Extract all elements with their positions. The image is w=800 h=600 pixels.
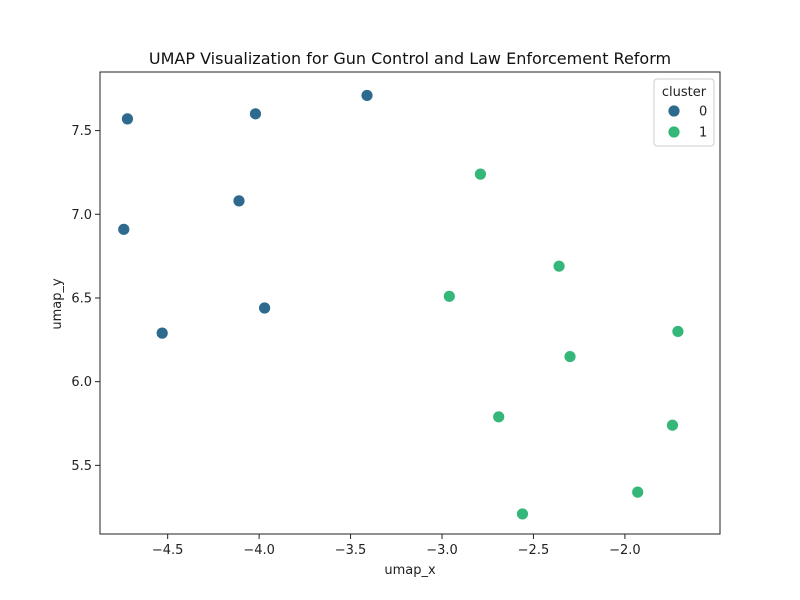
legend-marker-1 [667, 125, 681, 139]
x-tick-label: −2.5 [518, 543, 550, 558]
y-tick-label: 7.5 [71, 124, 92, 139]
data-points [117, 89, 685, 521]
x-axis: −4.5 −4.0 −3.5 −3.0 −2.5 −2.0 [152, 534, 641, 558]
plot-frame [99, 71, 721, 535]
x-axis-label: umap_x [384, 563, 436, 578]
legend-title: cluster [662, 85, 707, 100]
data-point-cluster-0 [249, 107, 262, 121]
data-point-cluster-1 [552, 259, 566, 273]
data-point-cluster-1 [442, 289, 456, 303]
plot-area: −4.5 −4.0 −3.5 −3.0 −2.5 −2.0 5.5 6.0 6.5 7.0 7.5 [71, 71, 721, 558]
y-tick-label: 6.0 [71, 375, 92, 390]
legend-label-1: 1 [699, 126, 707, 141]
legend-marker-0 [667, 104, 681, 118]
y-tick-label: 6.5 [71, 291, 92, 306]
x-tick-label: −3.0 [426, 543, 458, 558]
y-tick-label: 7.0 [71, 208, 92, 223]
y-tick-label: 5.5 [71, 459, 92, 474]
data-point-cluster-1 [516, 507, 529, 521]
y-axis-label: umap_y [50, 278, 65, 330]
chart-title: UMAP Visualization for Gun Control and L… [149, 49, 671, 68]
data-point-cluster-0 [258, 301, 272, 315]
data-point-cluster-1 [563, 350, 577, 363]
data-point-cluster-1 [671, 325, 685, 338]
x-tick-label: −4.0 [243, 543, 275, 558]
legend: cluster 01 [653, 78, 715, 147]
data-point-cluster-1 [631, 485, 645, 499]
data-point-cluster-0 [155, 326, 169, 340]
legend-label-0: 0 [699, 105, 707, 120]
legend-items: 01 [667, 104, 707, 141]
x-tick-label: −2.0 [609, 543, 641, 558]
data-point-cluster-0 [360, 89, 374, 102]
data-point-cluster-1 [666, 418, 679, 432]
y-axis: 5.5 6.0 6.5 7.0 7.5 [71, 124, 100, 474]
data-point-cluster-0 [232, 194, 246, 208]
data-point-cluster-1 [492, 410, 506, 424]
data-point-cluster-0 [117, 222, 131, 236]
x-tick-label: −3.5 [335, 543, 367, 558]
data-point-cluster-0 [121, 112, 134, 126]
data-point-cluster-1 [474, 167, 487, 181]
x-tick-label: −4.5 [152, 543, 184, 558]
